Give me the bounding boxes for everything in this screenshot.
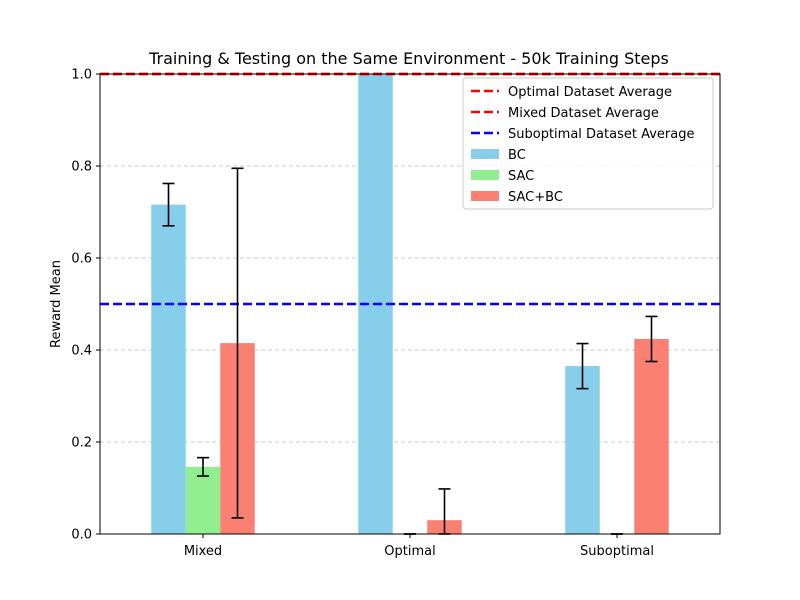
legend-entry-label: Suboptimal Dataset Average	[508, 127, 694, 142]
y-tick-label: 0.8	[71, 160, 92, 175]
x-tick-label: Mixed	[184, 544, 222, 559]
legend-entry-label: Optimal Dataset Average	[508, 85, 672, 100]
x-tick-label: Suboptimal	[580, 544, 654, 559]
legend-entry-label: SAC+BC	[508, 190, 563, 205]
legend-patch-swatch	[471, 170, 499, 180]
legend-entry-label: SAC	[508, 169, 534, 184]
bar-bc-suboptimal	[565, 366, 600, 534]
legend-entry-label: BC	[508, 148, 526, 163]
y-tick-label: 0.2	[71, 436, 92, 451]
grid-lines	[100, 165, 720, 443]
legend-patch-swatch	[471, 149, 499, 159]
x-tick-label: Optimal	[384, 544, 435, 559]
legend: Optimal Dataset Average Mixed Dataset Ave…	[462, 77, 714, 210]
legend-entry-label: Mixed Dataset Average	[508, 106, 659, 121]
legend-patch-swatch	[471, 191, 499, 201]
chart-title: Training & Testing on the Same Environme…	[148, 49, 669, 68]
bar-sac-mixed	[185, 466, 221, 534]
y-tick-label: 0.6	[71, 252, 92, 267]
axis-ticks: 0.0 0.2 0.4 0.6 0.8 1.0 Mixed Optimal Suboptimal	[71, 68, 654, 560]
y-axis-label: Reward Mean	[49, 260, 64, 348]
bar-sac-bc-suboptimal	[634, 338, 669, 534]
y-tick-label: 0.0	[71, 528, 92, 543]
bar-bc-mixed	[151, 204, 186, 534]
legend-box	[462, 77, 714, 210]
y-tick-label: 0.4	[71, 344, 92, 359]
y-tick-label: 1.0	[71, 68, 92, 83]
